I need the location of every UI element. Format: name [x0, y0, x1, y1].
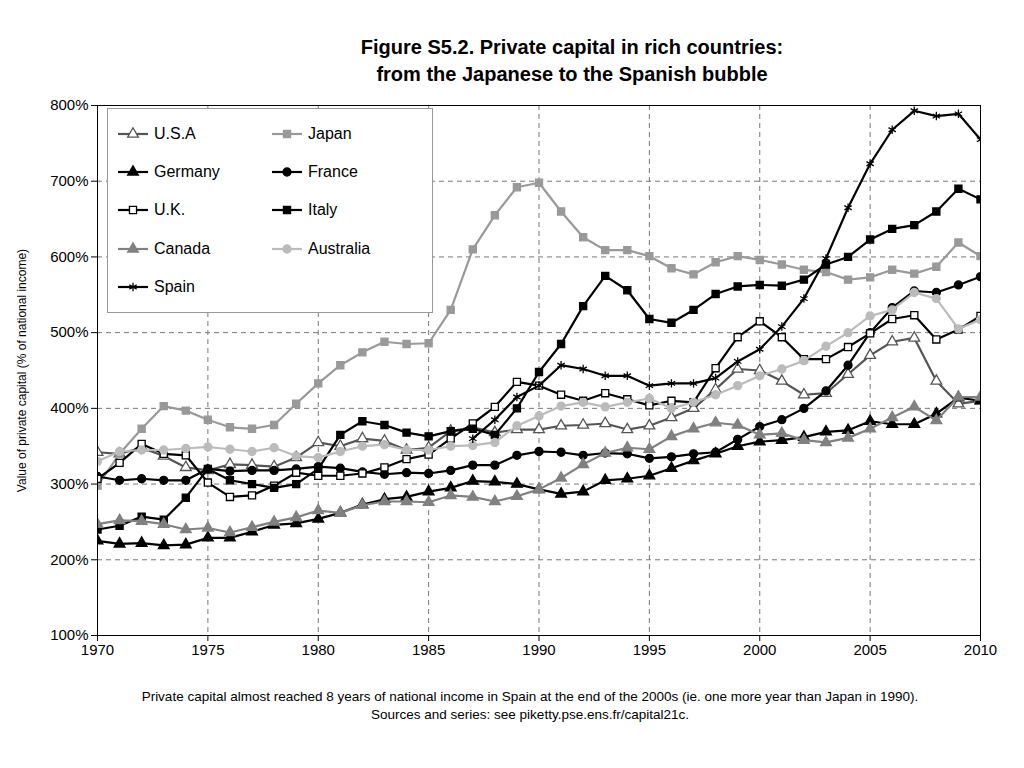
- svg-text:100%: 100%: [50, 626, 89, 644]
- svg-text:700%: 700%: [50, 172, 88, 189]
- svg-text:1985: 1985: [412, 641, 445, 658]
- svg-text:500%: 500%: [50, 323, 88, 340]
- html-text:Italy: Italy: [308, 201, 338, 219]
- svg-text:2005: 2005: [853, 641, 886, 658]
- svg-text:1980: 1980: [302, 641, 335, 658]
- svg-text:200%: 200%: [50, 551, 88, 568]
- html-text:U.K.: U.K.: [154, 201, 186, 219]
- svg-text:2010: 2010: [964, 641, 997, 658]
- svg-text:1995: 1995: [633, 641, 666, 658]
- svg-text:600%: 600%: [50, 248, 88, 265]
- svg-text:300%: 300%: [50, 475, 88, 492]
- html-text:Canada: Canada: [154, 239, 210, 257]
- html-text:Figure S5.2. Private capital i: Figure S5.2. Private capital in rich cou…: [360, 36, 784, 58]
- html-text:Germany: Germany: [154, 163, 220, 181]
- html-text:U.S.A: U.S.A: [154, 125, 196, 143]
- svg-text:2000: 2000: [743, 641, 776, 658]
- html-text:from the Japanese to the Spani: from the Japanese to the Spanish bubble: [376, 63, 768, 85]
- svg-text:1970: 1970: [81, 641, 114, 658]
- svg-text:400%: 400%: [50, 399, 88, 416]
- html-text:France: France: [308, 163, 358, 181]
- html-text:Private capital almost reached: Private capital almost reached 8 years o…: [141, 689, 919, 722]
- svg-text:1975: 1975: [191, 641, 224, 658]
- html-text:Australia: Australia: [308, 239, 371, 257]
- svg-text:Value of private capital (% of: Value of private capital (% of national …: [15, 249, 29, 492]
- svg-text:800%: 800%: [50, 96, 88, 113]
- svg-text:1990: 1990: [522, 641, 555, 658]
- html-text:Spain: Spain: [154, 277, 195, 295]
- html-text:Japan: Japan: [308, 125, 352, 143]
